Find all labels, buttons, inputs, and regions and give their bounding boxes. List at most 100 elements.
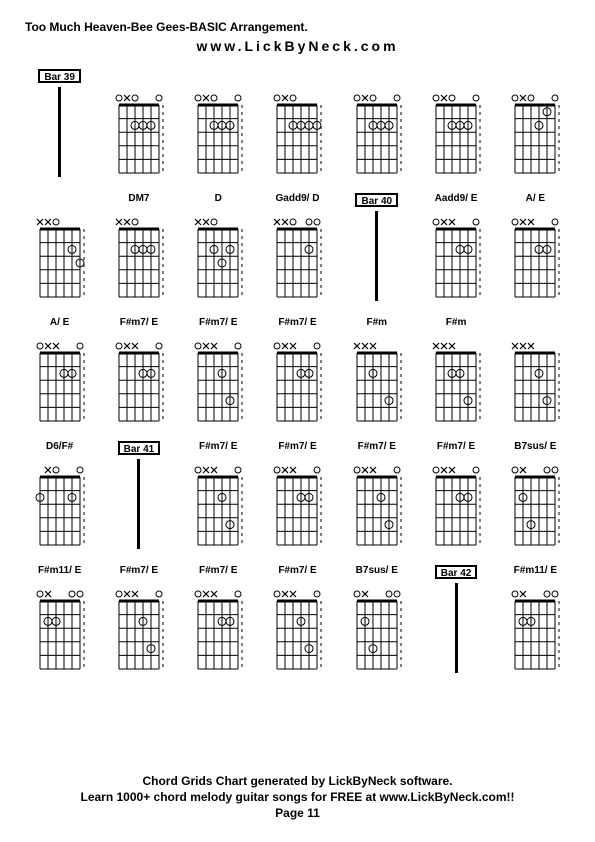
footer-page: Page 11 [0,806,595,820]
chord-cell [501,69,570,181]
chord-diagram [507,335,563,425]
chord-diagram [111,211,167,301]
chord-label: Bar 42 [435,565,478,579]
chord-cell: F#m11/ E [25,565,94,677]
chord-label: B7sus/ E [514,441,556,455]
footer-line2: Learn 1000+ chord melody guitar songs fo… [0,790,595,804]
chord-diagram [32,335,88,425]
chord-cell [263,69,332,181]
chord-diagram [190,583,246,673]
chord-label: F#m7/ E [199,441,237,455]
chord-label: Bar 40 [355,193,398,207]
chord-cell: F#m [342,317,411,429]
chord-cell: A/ E [25,317,94,429]
chord-cell: F#m7/ E [104,317,173,429]
chord-cell: F#m7/ E [104,565,173,677]
chord-label: F#m11/ E [514,565,557,579]
chord-diagram [190,459,246,549]
chord-diagram [507,87,563,177]
chord-cell: F#m7/ E [421,441,490,553]
chord-diagram [32,583,88,673]
chord-cell: F#m7/ E [184,317,253,429]
chord-label: Aadd9/ E [435,193,478,207]
chord-cell: DM7 [104,193,173,305]
chord-diagram [428,87,484,177]
chord-cell: Bar 40 [342,193,411,305]
chord-diagram [269,583,325,673]
chord-grid: Bar 39 DM7 D Gadd9/ D Bar 40 Aadd9/ E A/ E A/ E… [25,69,570,677]
bar-divider [455,583,458,673]
chord-cell: A/ E [501,193,570,305]
chord-cell [342,69,411,181]
chord-cell [104,69,173,181]
chord-cell: F#m7/ E [263,317,332,429]
chord-diagram [32,459,88,549]
chord-label: F#m7/ E [120,317,158,331]
chord-diagram [190,335,246,425]
chord-diagram [269,459,325,549]
chord-label: A/ E [50,317,69,331]
chord-cell: B7sus/ E [501,441,570,553]
chord-diagram [32,211,88,301]
bar-divider [137,459,140,549]
chord-label: F#m7/ E [437,441,475,455]
chord-label: A/ E [526,193,545,207]
chord-label: Bar 39 [38,69,81,83]
chord-diagram [349,583,405,673]
chord-label: F#m7/ E [278,565,316,579]
chord-diagram [507,459,563,549]
chord-cell: F#m7/ E [342,441,411,553]
chord-cell: Bar 42 [421,565,490,677]
chord-label: DM7 [128,193,149,207]
chord-diagram [111,335,167,425]
chord-diagram [349,459,405,549]
bar-divider [58,87,61,177]
chord-cell: Gadd9/ D [263,193,332,305]
page-title: Too Much Heaven-Bee Gees-BASIC Arrangeme… [25,20,570,34]
chord-label: D [215,193,222,207]
chord-diagram [111,583,167,673]
chord-diagram [428,459,484,549]
chord-cell: Aadd9/ E [421,193,490,305]
chord-diagram [269,335,325,425]
chord-cell: Bar 41 [104,441,173,553]
chord-cell: D6/F# [25,441,94,553]
chord-label: F#m7/ E [120,565,158,579]
chord-label: F#m [367,317,388,331]
footer-line1: Chord Grids Chart generated by LickByNec… [0,774,595,788]
chord-cell: F#m [421,317,490,429]
chord-diagram [190,87,246,177]
chord-diagram [349,335,405,425]
chord-cell [184,69,253,181]
chord-label: B7sus/ E [356,565,398,579]
header: Too Much Heaven-Bee Gees-BASIC Arrangeme… [25,20,570,54]
footer: Chord Grids Chart generated by LickByNec… [0,772,595,822]
chord-cell [421,69,490,181]
chord-cell: B7sus/ E [342,565,411,677]
chord-diagram [269,211,325,301]
chord-diagram [507,583,563,673]
chord-diagram [507,211,563,301]
chord-cell: D [184,193,253,305]
chord-label: F#m7/ E [278,441,316,455]
chord-label: F#m7/ E [358,441,396,455]
chord-cell: F#m7/ E [263,565,332,677]
chord-label: F#m11/ E [38,565,81,579]
chord-cell: F#m7/ E [184,441,253,553]
chord-cell [501,317,570,429]
bar-divider [375,211,378,301]
chord-label: F#m7/ E [199,565,237,579]
website-url: www.LickByNeck.com [25,38,570,54]
chord-cell: F#m7/ E [184,565,253,677]
chord-diagram [269,87,325,177]
chord-label: F#m7/ E [199,317,237,331]
chord-cell [25,193,94,305]
chord-label: Bar 41 [118,441,161,455]
chord-cell: F#m11/ E [501,565,570,677]
chord-label: F#m7/ E [278,317,316,331]
chord-cell: F#m7/ E [263,441,332,553]
chord-label: D6/F# [46,441,73,455]
chord-label: F#m [446,317,467,331]
chord-cell: Bar 39 [25,69,94,181]
chord-diagram [428,211,484,301]
